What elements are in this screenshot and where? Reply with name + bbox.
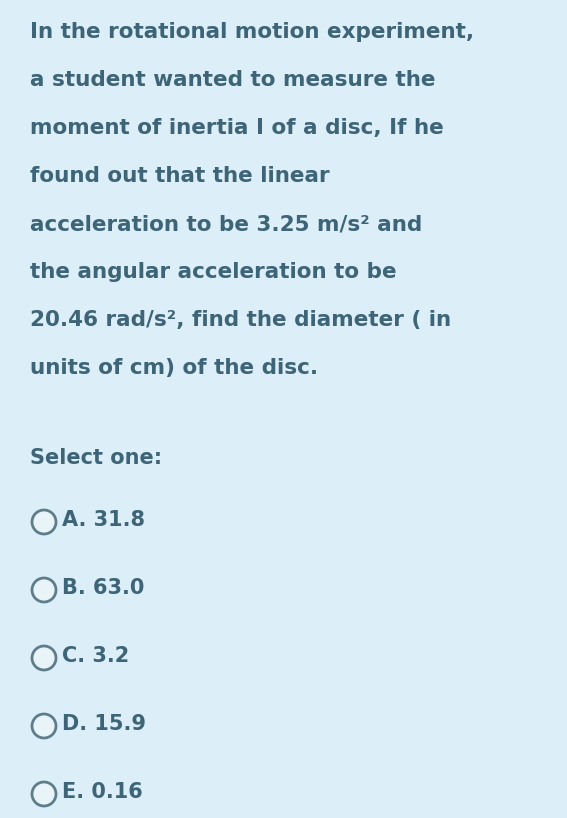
Text: Select one:: Select one: bbox=[30, 448, 162, 468]
Text: moment of inertia I of a disc, If he: moment of inertia I of a disc, If he bbox=[30, 118, 444, 138]
Text: 20.46 rad/s², find the diameter ( in: 20.46 rad/s², find the diameter ( in bbox=[30, 310, 451, 330]
Text: E. 0.16: E. 0.16 bbox=[62, 782, 143, 802]
Text: In the rotational motion experiment,: In the rotational motion experiment, bbox=[30, 22, 474, 42]
Text: found out that the linear: found out that the linear bbox=[30, 166, 329, 186]
Text: units of cm) of the disc.: units of cm) of the disc. bbox=[30, 358, 318, 378]
Text: the angular acceleration to be: the angular acceleration to be bbox=[30, 262, 397, 282]
Text: B. 63.0: B. 63.0 bbox=[62, 578, 145, 598]
Text: acceleration to be 3.25 m/s² and: acceleration to be 3.25 m/s² and bbox=[30, 214, 422, 234]
Circle shape bbox=[32, 646, 56, 670]
Circle shape bbox=[32, 510, 56, 534]
Text: D. 15.9: D. 15.9 bbox=[62, 714, 146, 734]
Text: a student wanted to measure the: a student wanted to measure the bbox=[30, 70, 435, 90]
Text: C. 3.2: C. 3.2 bbox=[62, 646, 129, 666]
Circle shape bbox=[32, 578, 56, 602]
Text: A. 31.8: A. 31.8 bbox=[62, 510, 145, 530]
Circle shape bbox=[32, 782, 56, 806]
Circle shape bbox=[32, 714, 56, 738]
